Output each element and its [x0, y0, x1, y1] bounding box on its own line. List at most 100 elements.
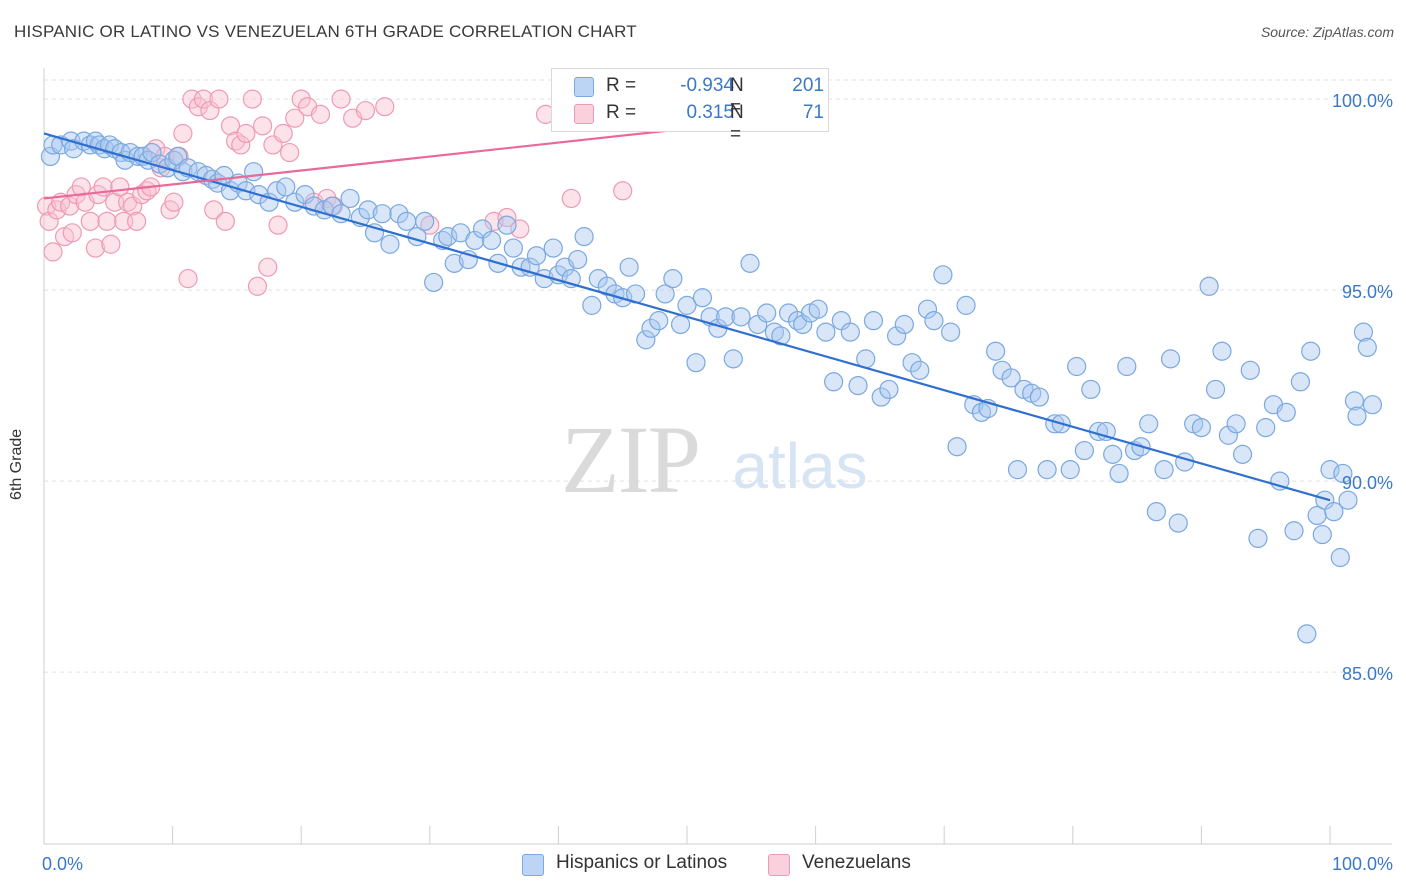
- hispanics-point: [816, 322, 836, 342]
- hispanics-point: [1240, 360, 1260, 380]
- hispanics-point: [465, 230, 485, 251]
- hispanics-point: [1353, 322, 1374, 342]
- hispanics-point: [947, 437, 967, 457]
- venezuelans-point: [193, 89, 214, 109]
- legend-r-label: R =: [606, 75, 637, 96]
- venezuelans-point: [97, 211, 117, 231]
- venezuelans-point: [220, 116, 241, 136]
- trend-lines: [43, 124, 1331, 502]
- source-label: Source: ZipAtlas.com: [1260, 24, 1394, 40]
- hispanics-point: [1320, 460, 1340, 480]
- venezuelans-point: [355, 100, 376, 121]
- hispanics-point: [1357, 337, 1377, 357]
- hispanics-point: [1324, 502, 1344, 522]
- hispanics-point: [389, 204, 409, 224]
- venezuelans-point: [204, 200, 224, 220]
- hispanics-point: [649, 311, 669, 331]
- legend-n-label: N =: [730, 102, 744, 145]
- hispanics-point: [1256, 418, 1276, 438]
- venezuelans-point: [209, 89, 229, 109]
- hispanics-point: [1284, 521, 1304, 541]
- hispanics-point: [397, 211, 417, 231]
- hispanics-point: [574, 227, 594, 247]
- hispanics-point: [1344, 391, 1365, 411]
- hispanics-point: [424, 272, 444, 293]
- hispanics-point: [438, 227, 458, 247]
- venezuelans-point: [226, 131, 246, 151]
- hispanics-point: [871, 387, 891, 407]
- venezuelans-point: [253, 116, 273, 136]
- hispanics-point: [481, 230, 502, 251]
- hispanics-point: [902, 353, 922, 373]
- venezuelans-point: [613, 181, 633, 201]
- hispanics-point: [331, 204, 351, 224]
- bottom-legend-swatch: [768, 854, 790, 876]
- hispanics-point: [740, 253, 760, 273]
- hispanics-point: [415, 211, 435, 231]
- venezuelans-point: [182, 89, 202, 109]
- hispanics-point: [1007, 460, 1028, 480]
- venezuelans-point: [331, 89, 351, 109]
- hispanics-point: [1074, 440, 1094, 461]
- hispanics-point: [1301, 341, 1321, 361]
- hispanics-point: [568, 249, 588, 270]
- hispanics-point: [848, 376, 868, 396]
- legend-n-label: N =: [730, 75, 744, 118]
- venezuelans-point: [62, 223, 82, 243]
- hispanics-point: [142, 142, 162, 163]
- hispanics-point: [956, 295, 976, 315]
- legend-r-value: 0.315: [686, 102, 734, 123]
- hispanics-point: [444, 253, 464, 273]
- venezuelans-point: [310, 104, 331, 124]
- venezuelans-point: [85, 238, 106, 258]
- hispanics-point: [1218, 425, 1239, 445]
- chart-title: HISPANIC OR LATINO VS VENEZUELAN 6TH GRA…: [14, 22, 637, 41]
- hispanics-point: [1168, 513, 1188, 533]
- venezuelans-point: [178, 269, 198, 289]
- hispanics-point: [1175, 452, 1195, 472]
- legend-r-value: -0.934: [680, 75, 734, 96]
- hispanics-point: [1347, 406, 1367, 426]
- hispanics-point: [840, 322, 860, 342]
- hispanics-point: [808, 299, 828, 319]
- bottom-legend-swatch: [522, 854, 544, 876]
- hispanics-point: [924, 311, 944, 331]
- hispanics-point: [793, 314, 813, 335]
- hispanics-point: [1212, 341, 1232, 361]
- hispanics-point: [887, 326, 907, 346]
- hispanics-point: [1117, 356, 1137, 377]
- venezuelans-point: [268, 215, 288, 235]
- y-axis-title: 6th Grade: [8, 428, 25, 500]
- bottom-legend-label: Hispanics or Latinos: [556, 852, 728, 873]
- venezuelans-point: [43, 242, 63, 262]
- hispanics-point: [771, 326, 791, 346]
- bottom-legend-label: Venezuelans: [802, 852, 911, 873]
- hispanics-point: [1191, 418, 1212, 438]
- hispanics-point: [986, 341, 1006, 361]
- hispanics-point: [380, 234, 400, 254]
- hispanics-point: [1139, 414, 1159, 434]
- hispanics-point: [259, 192, 279, 212]
- y-tick-label: 100.0%: [1332, 91, 1393, 111]
- venezuelans-point: [247, 276, 268, 296]
- hispanics-point: [582, 295, 602, 315]
- hispanics-point: [1067, 356, 1087, 377]
- hispanics-point: [1330, 547, 1350, 568]
- hispanics-point: [1109, 463, 1129, 484]
- hispanics-point: [686, 353, 706, 373]
- hispanics-point: [1232, 444, 1253, 464]
- hispanics-point: [1205, 379, 1226, 400]
- hispanics-point: [1037, 460, 1057, 480]
- hispanics-point: [894, 314, 914, 335]
- hispanics-point: [1001, 368, 1021, 388]
- hispanics-point: [1154, 460, 1174, 480]
- watermark-zip: ZIP: [561, 406, 699, 513]
- y-tick-label: 85.0%: [1342, 664, 1393, 684]
- hispanics-point: [1103, 444, 1123, 464]
- legend-swatch-venezuelans: [574, 104, 594, 124]
- venezuelans-point: [273, 123, 293, 144]
- hispanics-point: [1060, 460, 1080, 480]
- hispanics-point: [1312, 524, 1332, 545]
- hispanics-point: [497, 215, 517, 235]
